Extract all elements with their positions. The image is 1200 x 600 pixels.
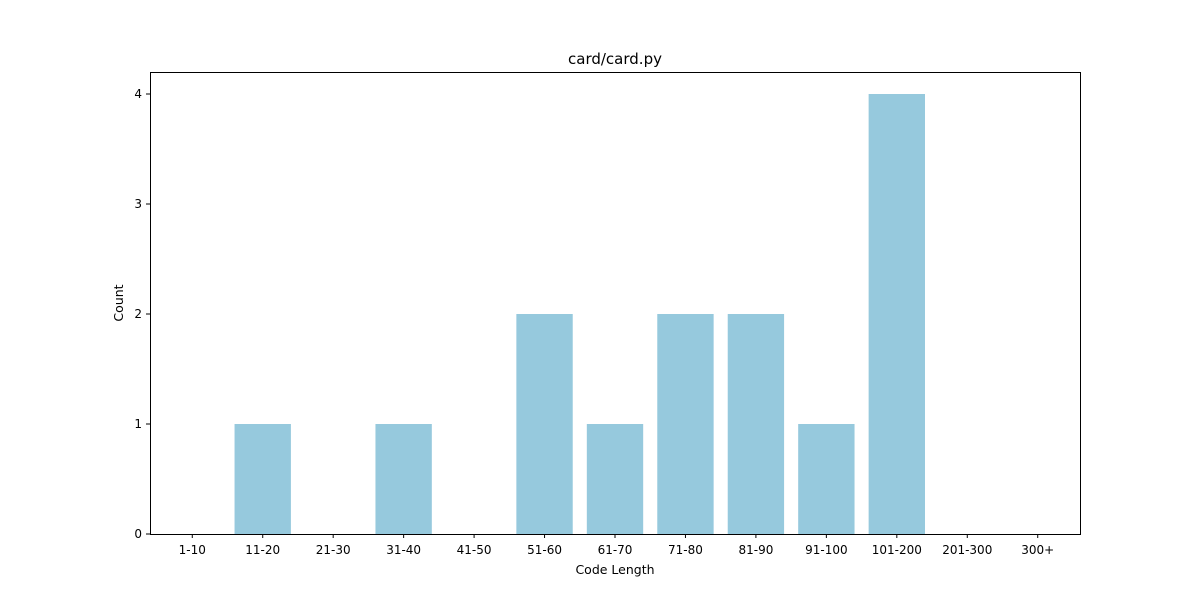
y-axis-label: Count <box>111 284 126 321</box>
x-tick-label: 31-40 <box>386 543 421 557</box>
x-tick-label: 300+ <box>1021 543 1054 557</box>
x-axis: 1-10 11-20 21-30 31-40 41-50 51-60 61-70 71-80 8… <box>179 534 1055 557</box>
y-tick-label: 3 <box>134 197 142 211</box>
x-tick-label: 71-80 <box>668 543 703 557</box>
y-tick-label: 0 <box>134 527 142 541</box>
bar-51-60 <box>516 314 572 534</box>
bar-101-200 <box>869 94 925 534</box>
chart-title: card/card.py <box>568 50 662 68</box>
x-tick-label: 81-90 <box>738 543 773 557</box>
y-axis: 0 1 2 3 4 <box>134 87 150 541</box>
x-tick-label: 11-20 <box>245 543 280 557</box>
x-tick-label: 101-200 <box>872 543 922 557</box>
bar-91-100 <box>798 424 854 534</box>
x-axis-label: Code Length <box>575 562 654 577</box>
x-tick-label: 61-70 <box>598 543 633 557</box>
bar-61-70 <box>587 424 643 534</box>
y-tick-label: 4 <box>134 87 142 101</box>
bar-81-90 <box>728 314 784 534</box>
x-tick-label: 21-30 <box>316 543 351 557</box>
bar-71-80 <box>657 314 713 534</box>
x-tick-label: 51-60 <box>527 543 562 557</box>
x-tick-label: 41-50 <box>457 543 492 557</box>
x-tick-label: 201-300 <box>942 543 992 557</box>
y-tick-label: 1 <box>134 417 142 431</box>
y-tick-label: 2 <box>134 307 142 321</box>
bars-group <box>235 94 925 534</box>
bar-31-40 <box>375 424 431 534</box>
x-tick-label: 91-100 <box>805 543 848 557</box>
bar-11-20 <box>235 424 291 534</box>
x-tick-label: 1-10 <box>179 543 206 557</box>
